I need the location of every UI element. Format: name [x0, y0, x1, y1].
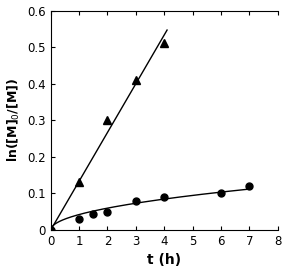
- X-axis label: t (h): t (h): [147, 253, 181, 268]
- Y-axis label: ln([M]$_0$/[M]): ln([M]$_0$/[M]): [5, 78, 22, 162]
